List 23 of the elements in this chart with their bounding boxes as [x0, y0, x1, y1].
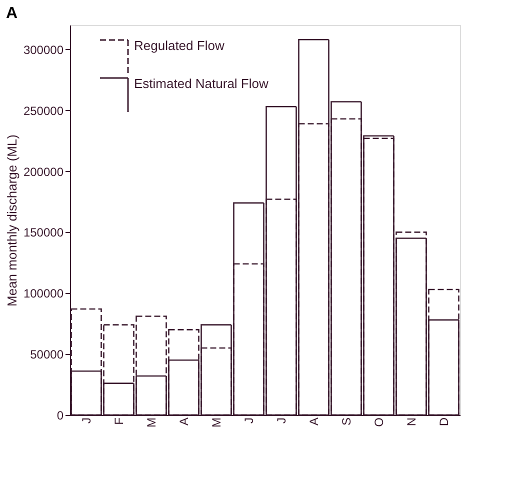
x-tick-label: N [404, 418, 418, 426]
legend-label: Estimated Natural Flow [134, 76, 269, 91]
x-tick-label: J [242, 418, 256, 424]
x-tick-label: O [372, 418, 386, 427]
legend-label: Regulated Flow [134, 38, 225, 53]
x-tick-label: J [274, 418, 288, 424]
x-tick-label: M [209, 418, 224, 428]
y-tick-label: 0 [56, 408, 64, 422]
x-tick-label: J [79, 418, 94, 424]
x-tick-label: A [306, 418, 321, 426]
y-tick-label: 100000 [23, 286, 64, 301]
y-tick-label: 150000 [23, 226, 64, 240]
x-tick-label: F [112, 418, 126, 425]
y-tick-label: 200000 [23, 164, 64, 179]
y-tick-label: 250000 [23, 104, 64, 118]
x-tick-label: M [144, 418, 158, 428]
chart-title: A [6, 5, 18, 22]
y-axis-title: Mean monthly discharge (ML) [4, 134, 20, 306]
x-tick-label: S [339, 418, 354, 426]
x-tick-label: D [436, 417, 451, 426]
x-tick-label: A [176, 418, 191, 426]
y-tick-label: 50000 [30, 348, 64, 362]
y-tick-label: 300000 [23, 42, 64, 57]
